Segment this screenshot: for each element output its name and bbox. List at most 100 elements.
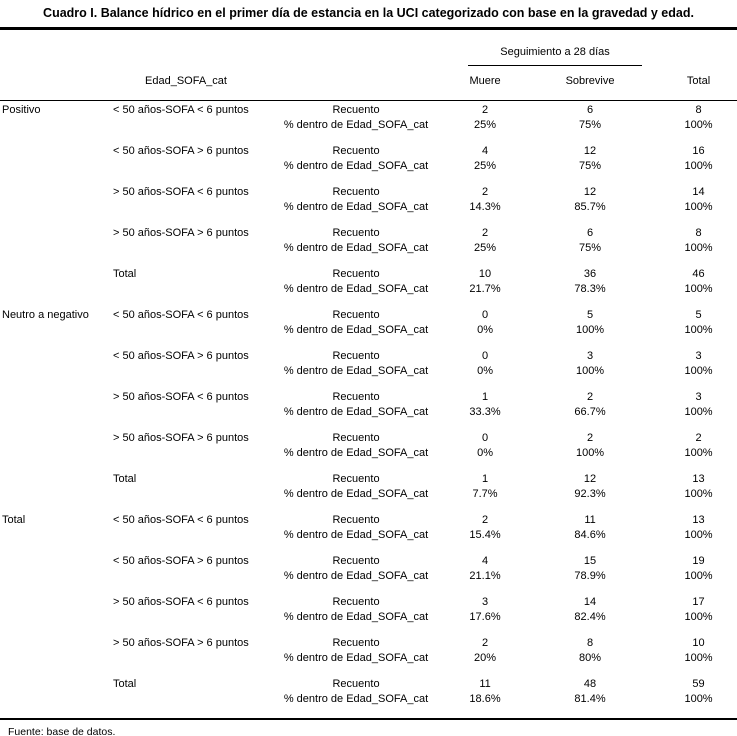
group-label: Neutro a negativo [2, 309, 89, 321]
percent-value: 82.4% [574, 611, 606, 623]
percent-value: 100% [684, 160, 713, 172]
percent-value: 78.9% [574, 570, 606, 582]
stat-label-percent: % dentro de Edad_SOFA_cat [283, 611, 429, 623]
value-cell: 2 25% [450, 101, 520, 145]
count-value: 6 [586, 227, 594, 239]
percent-value: 20% [474, 652, 497, 664]
stat-label-percent: % dentro de Edad_SOFA_cat [283, 529, 429, 541]
value-cell: 5 100% [660, 308, 737, 349]
value-cell: 36 78.3% [520, 267, 660, 308]
percent-value: 21.1% [469, 570, 501, 582]
percent-value: 100% [684, 693, 713, 705]
value-cell: 3 100% [520, 349, 660, 390]
count-value: 11 [584, 514, 596, 526]
table-body: Positivo < 50 años-SOFA < 6 puntos Recuent… [0, 101, 737, 720]
percent-value: 100% [575, 447, 605, 459]
percent-value: 78.3% [574, 283, 606, 295]
table-row: > 50 años-SOFA > 6 puntos Recuento % dentr… [0, 226, 737, 267]
value-cell: 15 78.9% [520, 554, 660, 595]
count-value: 11 [479, 678, 491, 690]
table-row: < 50 años-SOFA > 6 puntos Recuento % dentr… [0, 554, 737, 595]
percent-value: 25% [474, 242, 497, 254]
percent-value: 100% [684, 242, 713, 254]
table-row: Total < 50 años-SOFA < 6 puntos Recuento % … [0, 513, 737, 554]
count-value: 3 [695, 391, 702, 403]
table-row: Neutro a negativo < 50 años-SOFA < 6 punt… [0, 308, 737, 349]
value-cell: 8 100% [660, 226, 737, 267]
stat-label-percent: % dentro de Edad_SOFA_cat [283, 406, 429, 418]
count-value: 3 [481, 596, 489, 608]
percent-value: 100% [575, 365, 605, 377]
category-label: > 50 años-SOFA < 6 puntos [113, 391, 249, 403]
stat-label-count: Recuento [332, 514, 380, 526]
header-empty-stat [262, 67, 451, 101]
percent-value: 14.3% [469, 201, 501, 213]
value-cell: 1 33.3% [450, 390, 520, 431]
group-label [0, 267, 110, 308]
stat-label-percent: % dentro de Edad_SOFA_cat [283, 488, 429, 500]
percent-value: 100% [684, 488, 713, 500]
count-value: 4 [481, 145, 489, 157]
percent-value: 0% [477, 324, 493, 336]
col-header-sobrevive: Sobrevive [520, 67, 661, 101]
count-value: 36 [583, 268, 597, 280]
stat-label-percent: % dentro de Edad_SOFA_cat [283, 324, 429, 336]
col-header-total: Total [660, 67, 737, 101]
percent-value: 25% [474, 160, 497, 172]
value-cell: 14 100% [660, 185, 737, 226]
count-value: 46 [692, 268, 705, 280]
category-label: > 50 años-SOFA > 6 puntos [113, 637, 249, 649]
stat-labels-cell: Recuento % dentro de Edad_SOFA_cat [262, 267, 450, 308]
count-value: 12 [583, 473, 597, 485]
percent-value: 100% [684, 365, 713, 377]
stat-labels-cell: Recuento % dentro de Edad_SOFA_cat [262, 595, 450, 636]
stat-labels-cell: Recuento % dentro de Edad_SOFA_cat [262, 472, 450, 513]
stat-label-count: Recuento [332, 350, 380, 362]
count-value: 5 [586, 309, 594, 321]
percent-value: 100% [684, 406, 713, 418]
count-value: 10 [692, 637, 705, 649]
stat-label-count: Recuento [332, 637, 380, 649]
group-label [0, 226, 110, 267]
stat-label-count: Recuento [332, 186, 380, 198]
stat-labels-cell: Recuento % dentro de Edad_SOFA_cat [262, 144, 450, 185]
table-row: > 50 años-SOFA < 6 puntos Recuento % dentr… [0, 595, 737, 636]
percent-value: 0% [477, 447, 493, 459]
stat-labels-cell: Recuento % dentro de Edad_SOFA_cat [262, 308, 450, 349]
value-cell: 2 25% [450, 226, 520, 267]
table-row: Total Recuento % dentro de Edad_SOFA_cat 1 7… [0, 472, 737, 513]
category-label: Total [113, 678, 137, 690]
percent-value: 75% [579, 119, 602, 131]
value-cell: 10 100% [660, 636, 737, 677]
value-cell: 11 84.6% [520, 513, 660, 554]
percent-value: 100% [684, 652, 713, 664]
value-cell: 6 75% [520, 101, 660, 145]
header-spacer-left [0, 29, 450, 68]
group-label [0, 554, 110, 595]
category-label: > 50 años-SOFA > 6 puntos [113, 432, 249, 444]
value-cell: 13 100% [660, 513, 737, 554]
value-cell: 2 20% [450, 636, 520, 677]
table-row: > 50 años-SOFA > 6 puntos Recuento % dentr… [0, 431, 737, 472]
percent-value: 100% [684, 447, 713, 459]
group-label [0, 185, 110, 226]
count-value: 8 [695, 227, 702, 239]
count-value: 14 [692, 186, 705, 198]
value-cell: 12 75% [520, 144, 660, 185]
group-label: Total [2, 514, 26, 526]
count-value: 2 [586, 432, 594, 444]
count-value: 13 [692, 473, 705, 485]
category-label: < 50 años-SOFA > 6 puntos [113, 555, 249, 567]
stat-label-percent: % dentro de Edad_SOFA_cat [283, 283, 429, 295]
count-value: 19 [692, 555, 705, 567]
value-cell: 1 7.7% [450, 472, 520, 513]
followup-header-cell: Seguimiento a 28 días [450, 29, 660, 68]
value-cell: 8 80% [520, 636, 660, 677]
percent-value: 33.3% [469, 406, 501, 418]
table-row: > 50 años-SOFA > 6 puntos Recuento % dentr… [0, 636, 737, 677]
value-cell: 2 14.3% [450, 185, 520, 226]
stat-labels-cell: Recuento % dentro de Edad_SOFA_cat [262, 390, 450, 431]
percent-value: 21.7% [469, 283, 501, 295]
count-value: 6 [586, 104, 594, 116]
